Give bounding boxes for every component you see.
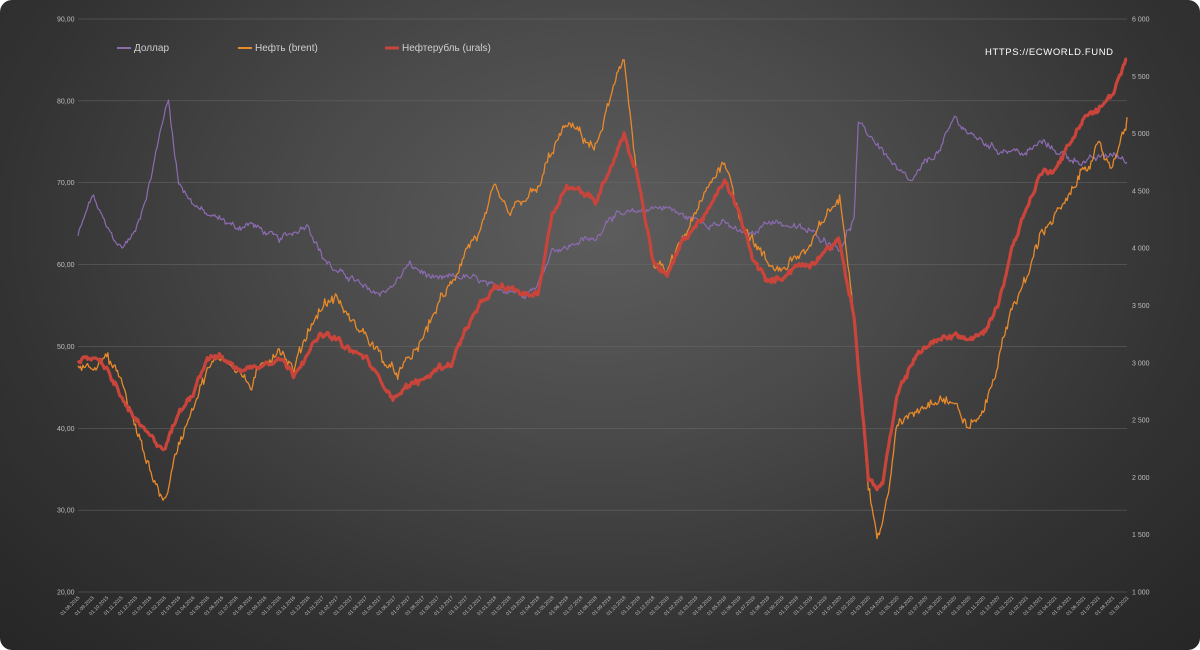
right-tick-label: 4 000 <box>1132 246 1150 253</box>
left-tick-label: 60,00 <box>57 262 75 269</box>
right-tick-label: 3 000 <box>1132 360 1150 367</box>
right-tick-label: 5 500 <box>1132 74 1150 81</box>
left-tick-label: 30,00 <box>57 508 75 515</box>
left-tick-label: 20,00 <box>57 590 75 597</box>
right-tick-label: 3 500 <box>1132 303 1150 310</box>
left-tick-label: 90,00 <box>57 17 75 24</box>
series-line-dollar <box>77 99 1128 300</box>
left-axis-ticks: 20,00 30,00 40,00 50,00 60,00 70,00 80,00 90,00 <box>57 17 75 597</box>
x-axis-ticks: 01.08.201501.09.201501.10.201501.11.2015… <box>59 595 1130 617</box>
left-tick-label: 50,00 <box>57 344 75 351</box>
right-tick-label: 2 500 <box>1132 418 1150 425</box>
right-axis-ticks: 1 000 1 500 2 000 2 500 3 000 3 500 4 000 4 500… <box>1132 17 1150 597</box>
right-tick-label: 2 000 <box>1132 475 1150 482</box>
legend-label-brent: Нефть (brent) <box>255 42 318 54</box>
right-tick-label: 1 000 <box>1132 590 1150 597</box>
series-line-brent <box>77 59 1128 540</box>
right-tick-label: 1 500 <box>1132 532 1150 539</box>
right-tick-label: 4 500 <box>1132 188 1150 195</box>
series-lines <box>76 57 1128 540</box>
left-tick-label: 80,00 <box>57 98 75 105</box>
legend: Доллар Нефть (brent) Нефтерубль (urals) <box>117 42 491 54</box>
left-tick-label: 40,00 <box>57 426 75 433</box>
right-tick-label: 5 000 <box>1132 131 1150 138</box>
right-tick-label: 6 000 <box>1132 17 1150 24</box>
legend-label-dollar: Доллар <box>134 43 169 54</box>
legend-label-urals: Нефтерубль (urals) <box>402 42 491 54</box>
gridlines <box>78 18 1127 593</box>
series-line-urals <box>76 57 1128 492</box>
watermark: HTTPS://ECWORLD.FUND <box>985 47 1114 58</box>
left-tick-label: 70,00 <box>57 180 75 187</box>
